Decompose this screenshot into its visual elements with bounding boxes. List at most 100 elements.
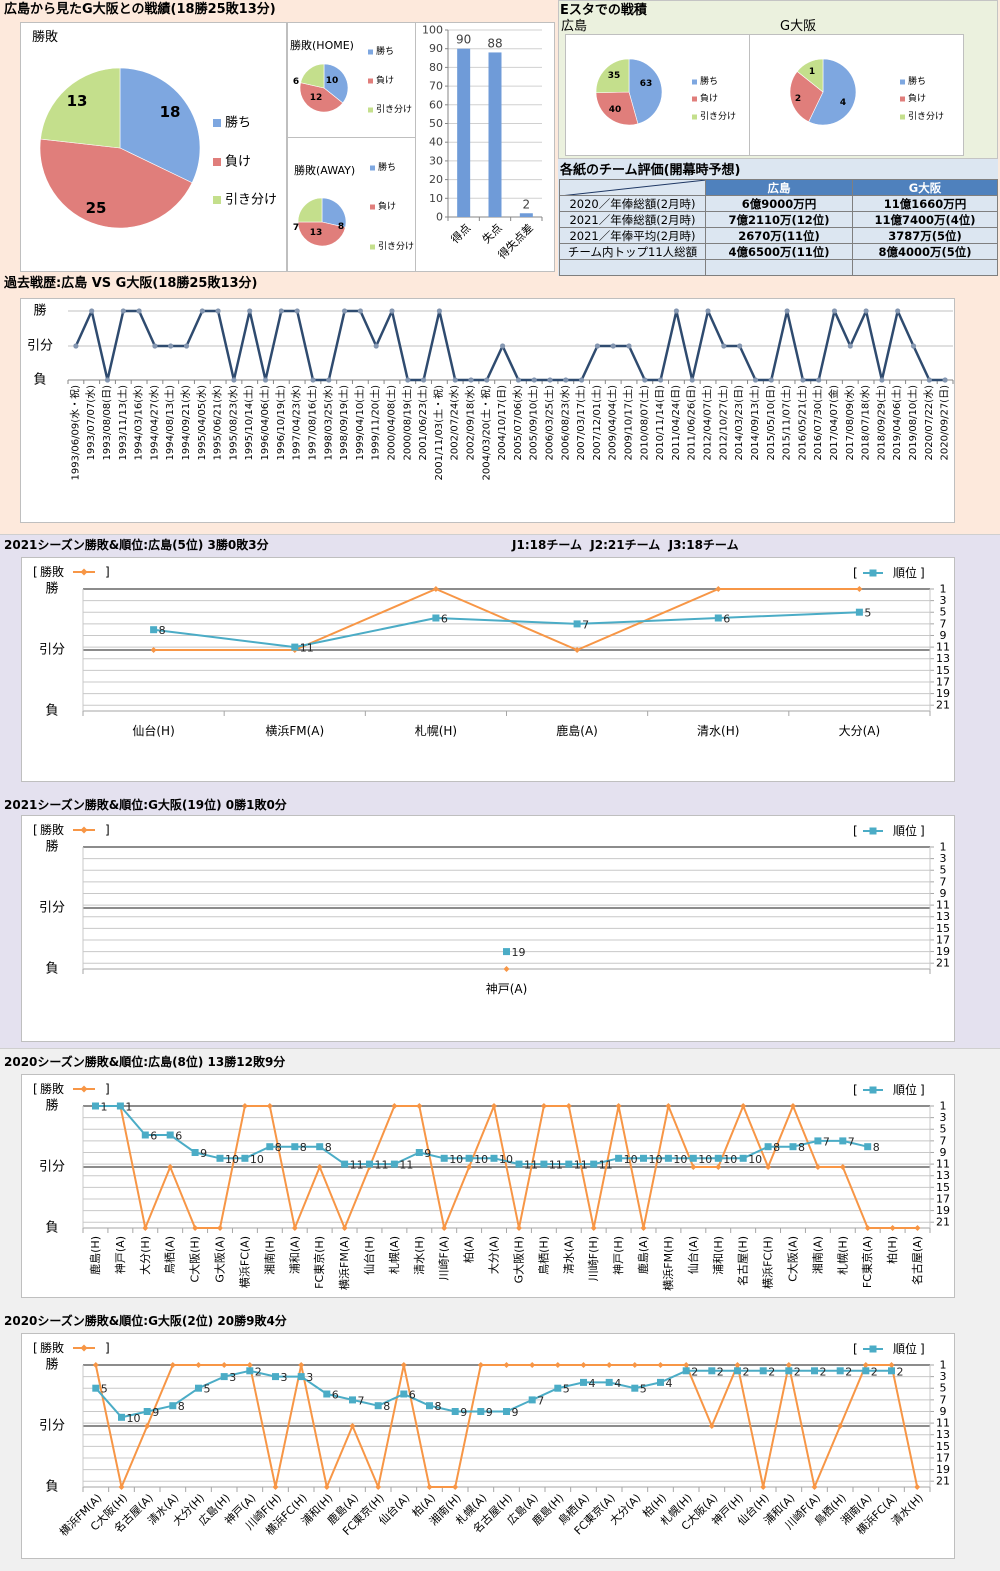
result-marker xyxy=(554,1362,561,1368)
home-pie-title: 勝敗(HOME) xyxy=(290,39,354,52)
history-marker xyxy=(73,343,79,349)
result-marker xyxy=(760,1484,767,1490)
pie-slice-win xyxy=(808,58,857,126)
rank-data-label: 10 xyxy=(673,1153,687,1166)
legend-swatch-win xyxy=(370,165,375,171)
pie-data-label-draw: 7 xyxy=(293,223,299,233)
right-axis-label: 5 xyxy=(940,606,947,619)
history-date-label: 2012/04/07(土) xyxy=(701,385,714,461)
result-marker xyxy=(477,1362,484,1368)
rank-data-label: 2 xyxy=(768,1365,775,1378)
rank-marker xyxy=(195,1384,202,1392)
rank-marker xyxy=(811,1367,818,1375)
legend-bracket-close: ] xyxy=(105,1341,110,1355)
category-label: FC東京(H) xyxy=(312,1236,326,1289)
history-marker xyxy=(879,377,885,383)
category-label: 鳥栖(H) xyxy=(536,1236,550,1275)
rank-data-label: 4 xyxy=(614,1377,621,1390)
rank-marker xyxy=(349,1396,356,1404)
rank-marker xyxy=(341,1160,349,1168)
history-date-label: 2004/10/17(日) xyxy=(497,385,508,461)
right-axis-label: 9 xyxy=(940,1405,947,1418)
history-marker xyxy=(215,308,221,314)
bar-y-tick-label: 40 xyxy=(429,136,443,149)
rank-marker xyxy=(432,614,440,622)
hiroshima-value: 7億2110万(12位) xyxy=(705,211,853,228)
overall-result-pie-chart: 18 25 13 勝ち 負け 引き分け 勝敗 xyxy=(20,22,287,272)
legend-label-draw: 引き分け xyxy=(378,241,414,252)
rank-marker xyxy=(657,1378,664,1386)
history-marker xyxy=(500,343,506,349)
legend-bracket-open: [ xyxy=(853,824,858,838)
category-label: 川崎F(A) xyxy=(437,1236,451,1280)
history-marker xyxy=(705,308,711,314)
result-marker xyxy=(690,1164,697,1170)
estadium-hiroshima-label: 広島 xyxy=(561,19,588,34)
gosaka-value: 8億4000万(5位) xyxy=(852,243,998,260)
history-date-label: 1994/08/13(土) xyxy=(163,385,176,461)
rank-data-label: 10 xyxy=(449,1153,463,1166)
rank-data-label: 8 xyxy=(275,1141,282,1154)
history-date-label: 2002/07/24(水) xyxy=(449,385,461,461)
category-label: 湘南(A) xyxy=(810,1236,824,1274)
result-marker xyxy=(683,1362,690,1368)
legend-rank-marker xyxy=(869,1086,877,1094)
right-axis-label: 3 xyxy=(940,594,947,607)
history-date-label: 1993/11/13(土) xyxy=(116,385,129,461)
history-marker xyxy=(262,377,269,383)
result-marker xyxy=(606,1362,613,1368)
rank-marker xyxy=(739,1154,747,1162)
history-marker xyxy=(784,308,790,314)
legend-bracket-close: ] xyxy=(105,823,110,837)
season-2020-hiroshima-chart: 1 3 5 7 9 11 13 15 17 19 21 勝引分負 1 1 6 6 9 10 10 8 8 8 11 11 11 9… xyxy=(21,1074,955,1298)
history-marker xyxy=(579,377,585,383)
left-axis-label: 勝 xyxy=(45,582,58,597)
history-marker xyxy=(452,377,458,383)
history-date-label: 1998/09/19(土) xyxy=(337,385,350,461)
bar-value-label: 90 xyxy=(456,33,471,47)
left-axis-label: 負 xyxy=(45,1480,58,1495)
pie-slice-win xyxy=(119,67,201,184)
rank-marker xyxy=(297,1373,305,1381)
table-row: チーム内トップ11人総額 4億6500万(11位) 8億4000万(5位) xyxy=(559,243,998,260)
history-series-line xyxy=(74,309,946,382)
history-marker xyxy=(231,377,237,383)
history-marker xyxy=(721,343,727,349)
away-result-pie-chart: 8 13 7 勝ち 負け 引き分け 勝敗(AWAY) xyxy=(287,137,416,272)
right-axis-label: 1 xyxy=(940,1359,947,1372)
history-marker xyxy=(594,343,601,349)
result-marker xyxy=(246,1362,253,1368)
right-axis-label: 9 xyxy=(940,629,947,642)
right-axis-label: 11 xyxy=(936,641,950,654)
result-marker xyxy=(640,1225,647,1231)
right-axis-label: 21 xyxy=(936,1475,950,1488)
rank-data-label: 9 xyxy=(460,1406,467,1419)
rank-series-line xyxy=(95,1369,892,1419)
bar-y-tick-label: 30 xyxy=(429,154,443,167)
right-axis-label: 5 xyxy=(940,1382,947,1395)
rank-data-label: 3 xyxy=(281,1371,288,1384)
history-date-label: 2001/06/23(土) xyxy=(416,385,429,461)
category-label: G大阪(H) xyxy=(511,1236,525,1283)
result-marker xyxy=(862,1362,869,1368)
right-axis-label: 1 xyxy=(940,1100,947,1113)
rank-marker xyxy=(565,1160,573,1168)
pie-data-label-loss: 2 xyxy=(795,94,801,104)
category-label: 札幌(H) xyxy=(415,723,457,738)
result-marker xyxy=(491,1103,497,1109)
row-label xyxy=(559,259,706,276)
rank-data-label: 7 xyxy=(848,1135,855,1148)
bar-y-tick-label: 90 xyxy=(429,42,443,55)
legend-swatch-loss xyxy=(900,96,905,102)
rank-marker xyxy=(191,1149,199,1156)
legend-label-win: 勝ち xyxy=(908,75,926,87)
history-marker xyxy=(326,377,332,383)
result-marker xyxy=(856,586,863,592)
pie-data-label-win: 18 xyxy=(160,103,181,121)
rank-data-label: 11 xyxy=(524,1159,538,1172)
result-marker xyxy=(192,1225,199,1231)
rank-marker xyxy=(573,620,581,628)
